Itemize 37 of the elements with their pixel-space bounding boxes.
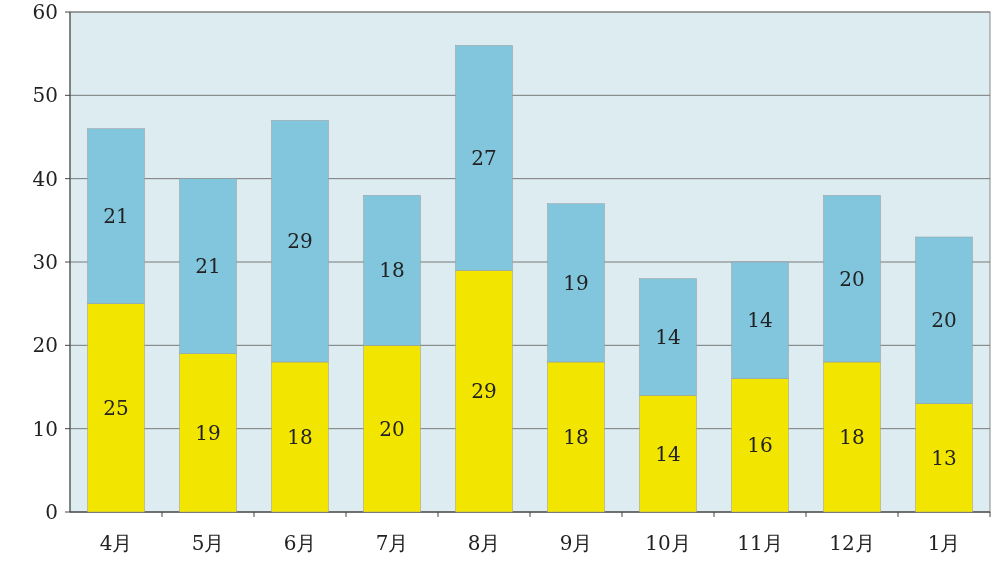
y-tick-label: 20 xyxy=(32,333,58,358)
data-label: 29 xyxy=(287,229,313,254)
x-tick-label: 11月 xyxy=(737,531,783,555)
y-tick-label: 30 xyxy=(32,250,58,274)
data-label: 18 xyxy=(563,425,589,449)
x-tick-label: 6月 xyxy=(283,531,317,555)
data-label: 18 xyxy=(287,425,313,449)
y-tick-label: 50 xyxy=(32,83,58,108)
data-label: 14 xyxy=(747,308,773,333)
data-label: 29 xyxy=(471,379,497,404)
x-tick-label: 5月 xyxy=(191,531,225,555)
y-tick-label: 60 xyxy=(32,0,58,24)
data-label: 20 xyxy=(839,266,865,291)
data-label: 27 xyxy=(471,145,497,170)
data-label: 16 xyxy=(747,433,773,458)
y-tick-label: 10 xyxy=(32,416,58,441)
data-label: 25 xyxy=(103,395,129,420)
x-tick-label: 4月 xyxy=(99,531,133,555)
x-tick-label: 8月 xyxy=(467,531,501,555)
x-tick-label: 9月 xyxy=(559,531,593,555)
data-label: 21 xyxy=(195,254,221,279)
data-label: 14 xyxy=(655,325,681,349)
x-tick-label: 1月 xyxy=(927,531,961,555)
data-label: 18 xyxy=(839,425,865,449)
data-label: 14 xyxy=(655,441,681,466)
y-tick-label: 40 xyxy=(32,166,58,191)
data-label: 19 xyxy=(195,420,221,445)
x-tick-label: 12月 xyxy=(829,531,875,555)
data-label: 20 xyxy=(379,416,405,441)
data-label: 18 xyxy=(379,258,405,283)
data-label: 19 xyxy=(563,270,589,295)
x-tick-label: 10月 xyxy=(645,531,691,555)
x-tick-label: 7月 xyxy=(375,531,409,555)
y-tick-label: 0 xyxy=(45,500,58,524)
data-label: 21 xyxy=(103,204,129,229)
data-label: 13 xyxy=(931,445,957,470)
data-label: 20 xyxy=(931,308,957,333)
